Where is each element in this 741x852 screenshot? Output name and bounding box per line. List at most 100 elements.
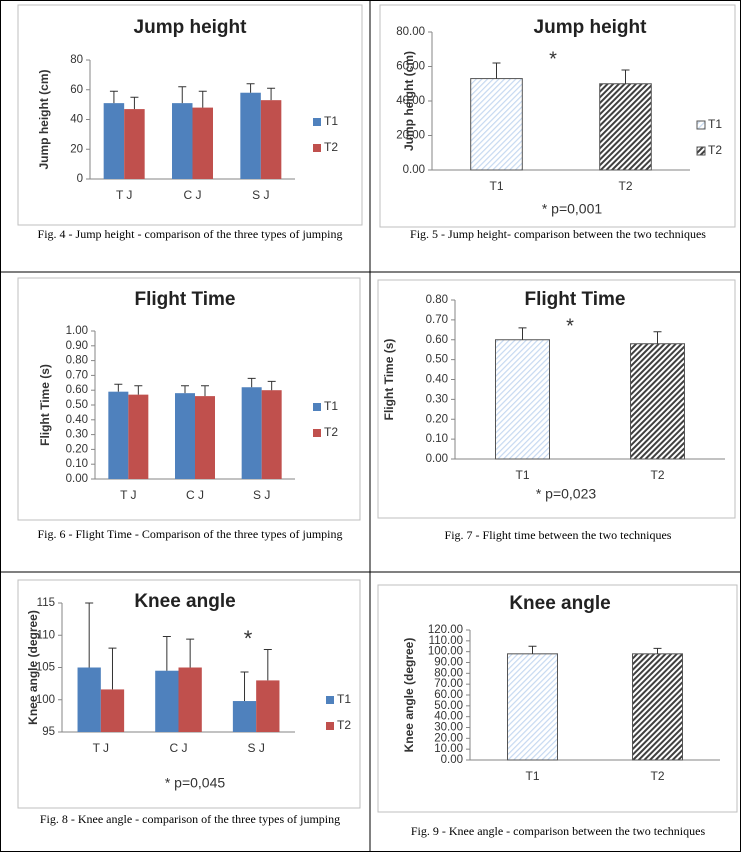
legend-swatch <box>326 696 334 704</box>
y-tick-label: 100.00 <box>428 646 463 658</box>
x-tick-label: C J <box>186 488 204 502</box>
figure-caption: Fig. 9 - Knee angle - comparison between… <box>410 824 706 838</box>
error-bar <box>134 385 143 395</box>
x-tick-label: T J <box>93 741 109 755</box>
annotation: * p=0,045 <box>165 775 226 791</box>
bar <box>495 339 550 460</box>
bar <box>178 667 202 732</box>
y-tick-label: 60 <box>70 84 83 96</box>
y-axis-label: Knee angle (degree) <box>402 638 416 753</box>
bar <box>232 701 257 732</box>
error-bar <box>267 380 276 391</box>
legend-swatch <box>313 118 321 126</box>
error-bar <box>108 647 117 690</box>
annotation: * <box>244 626 253 651</box>
y-tick-label: 120.00 <box>428 624 463 636</box>
x-tick-label: T J <box>120 488 136 502</box>
error-bar <box>114 383 123 392</box>
legend-swatch <box>696 146 706 156</box>
bar <box>195 396 215 479</box>
x-tick-label: T1 <box>489 179 503 193</box>
y-tick-label: 20.00 <box>396 130 425 142</box>
legend-swatch <box>313 429 321 437</box>
legend-label: T2 <box>708 143 722 157</box>
annotation: * <box>549 48 557 70</box>
legend-label: T1 <box>324 399 338 413</box>
y-tick-label: 0 <box>77 173 83 185</box>
y-tick-label: 0.50 <box>66 399 88 411</box>
bar <box>103 103 125 179</box>
error-bar <box>162 636 171 671</box>
error-bar <box>181 385 189 394</box>
figure-caption: Fig. 7 - Flight time between the two tec… <box>444 528 672 542</box>
y-tick-label: 0.00 <box>403 164 425 176</box>
x-tick-label: C J <box>184 188 202 202</box>
legend-swatch <box>313 403 321 411</box>
x-tick-label: S J <box>252 188 269 202</box>
x-tick-label: T1 <box>515 468 529 482</box>
y-tick-label: 95 <box>42 726 55 738</box>
chart-title: Knee angle <box>134 591 235 612</box>
y-tick-label: 20 <box>70 143 83 155</box>
y-tick-label: 80.00 <box>396 26 425 38</box>
y-tick-label: 40.00 <box>396 95 425 107</box>
y-tick-label: 40.00 <box>434 711 463 723</box>
y-tick-label: 0.60 <box>426 334 448 346</box>
legend-label: T2 <box>324 140 338 154</box>
y-tick-label: 0.40 <box>426 374 448 386</box>
y-tick-label: 0.40 <box>66 414 88 426</box>
error-bar <box>198 90 207 108</box>
y-tick-label: 1.00 <box>66 325 88 337</box>
y-tick-label: 0.50 <box>426 354 448 366</box>
y-tick-label: 0.30 <box>66 429 88 441</box>
bar <box>77 667 101 732</box>
y-tick-label: 60.00 <box>396 61 425 73</box>
legend-label: T1 <box>337 692 351 706</box>
y-tick-label: 110.00 <box>429 635 463 647</box>
y-tick-label: 0.20 <box>426 413 448 425</box>
error-bar <box>621 69 630 84</box>
y-tick-label: 0.70 <box>66 369 88 381</box>
y-tick-label: 0.10 <box>66 458 88 470</box>
bar <box>128 394 149 479</box>
y-tick-label: 115 <box>37 597 55 609</box>
figure-caption: Fig. 6 - Flight Time - Comparison of the… <box>37 527 343 541</box>
x-tick-label: T2 <box>618 179 632 193</box>
y-tick-label: 80 <box>70 54 83 66</box>
bar <box>470 78 523 171</box>
error-bar <box>518 327 527 340</box>
y-axis-label: Jump height (cm) <box>402 51 416 151</box>
error-bar <box>246 83 255 93</box>
x-tick-label: T2 <box>650 468 664 482</box>
y-tick-label: 100 <box>36 694 55 706</box>
x-tick-label: T J <box>116 188 132 202</box>
y-axis-label: Jump height (cm) <box>37 69 51 169</box>
y-tick-label: 50.00 <box>434 700 463 712</box>
chart-frame <box>379 4 736 228</box>
bar <box>599 83 652 171</box>
figure-caption: Fig. 5 - Jump height- comparison between… <box>410 227 706 241</box>
error-bar <box>178 86 187 104</box>
y-tick-label: 40 <box>70 114 83 126</box>
bar <box>260 100 282 179</box>
legend-swatch <box>313 144 321 152</box>
error-bar <box>201 385 209 397</box>
bar <box>632 653 683 761</box>
x-tick-label: T2 <box>650 769 664 783</box>
error-bar <box>186 638 195 668</box>
annotation: * <box>566 315 574 337</box>
y-tick-label: 0.30 <box>426 393 448 405</box>
x-tick-label: S J <box>247 741 264 755</box>
bar <box>256 680 280 732</box>
y-tick-label: 30.00 <box>434 722 463 734</box>
x-tick-label: C J <box>170 741 188 755</box>
legend-label: T2 <box>337 718 351 732</box>
chart-title: Jump height <box>534 17 648 38</box>
bar <box>172 103 193 179</box>
bar <box>241 387 262 479</box>
y-tick-label: 0.80 <box>426 294 448 306</box>
y-tick-label: 0.00 <box>426 453 448 465</box>
bar <box>507 653 558 761</box>
bar <box>261 390 282 479</box>
